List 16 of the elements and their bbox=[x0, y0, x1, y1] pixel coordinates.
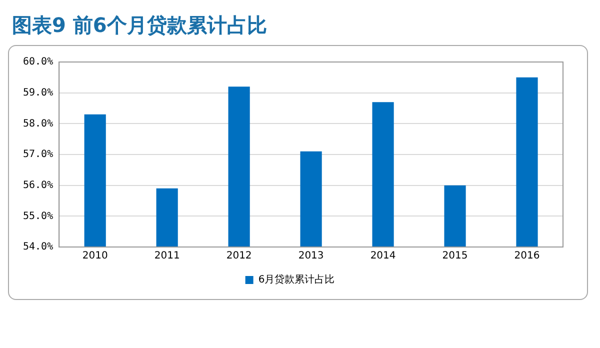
y-tick-label: 56.0% bbox=[22, 180, 54, 191]
x-tick-label: 2012 bbox=[226, 250, 252, 262]
x-tick-label: 2015 bbox=[442, 250, 468, 262]
y-tick-label: 55.0% bbox=[22, 210, 54, 222]
chart-title: 图表9 前6个月贷款累计占比 bbox=[11, 12, 268, 39]
x-tick-label: 2011 bbox=[154, 250, 180, 262]
x-tick-label: 2010 bbox=[82, 250, 108, 262]
x-tick-label: 2014 bbox=[370, 250, 396, 262]
y-tick-label: 54.0% bbox=[22, 242, 54, 253]
legend-label: 6月贷款累计占比 bbox=[258, 274, 335, 286]
y-tick-label: 58.0% bbox=[22, 118, 54, 130]
y-tick-label: 59.0% bbox=[22, 87, 54, 98]
y-tick-label: 60.0% bbox=[22, 56, 54, 68]
x-tick-label: 2013 bbox=[298, 250, 324, 262]
y-tick-label: 57.0% bbox=[22, 149, 54, 160]
x-tick-label: 2016 bbox=[514, 250, 540, 262]
